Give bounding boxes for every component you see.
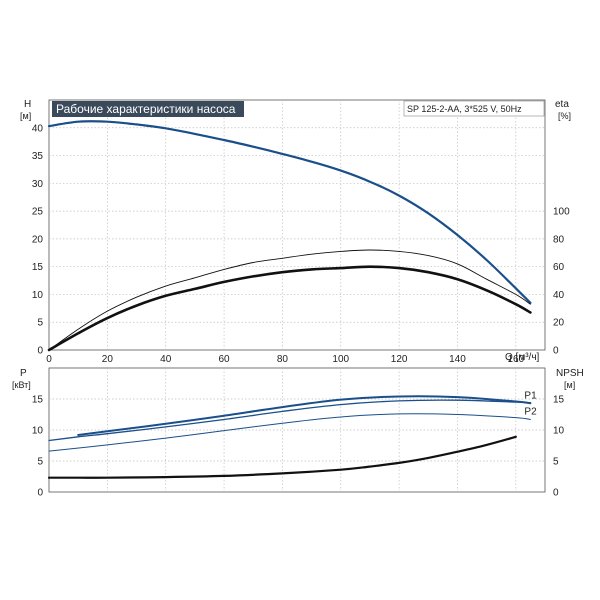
series-line-3: [47, 435, 517, 479]
series-label-p2: P2: [524, 406, 537, 417]
y2-tick-label: 15: [553, 395, 565, 406]
y-axis-label-h: H: [24, 99, 31, 110]
series-line-2: [47, 265, 532, 352]
top-plot-frame: [48, 99, 546, 351]
y-tick-label: 40: [32, 123, 44, 134]
series-line-0: [47, 120, 532, 304]
x-tick-label: 20: [102, 354, 114, 365]
bottom-tick-labels: 0 5 10 15 0 5 10 15: [32, 395, 565, 499]
y2-tick-label: 40: [553, 290, 565, 301]
y-tick-label: 5: [37, 318, 43, 329]
y2-axis-label-npsh: NPSH: [556, 368, 584, 379]
y2-tick-label: 5: [553, 457, 559, 468]
x-axis-label-q: Q [м³/ч]: [505, 352, 540, 363]
y2-tick-label: 20: [553, 318, 565, 329]
series-label-p1: P1: [524, 390, 537, 401]
top-tick-labels: 0 20 40 60 80 100 120 140 160 0 5 10 15 20 25 30 35 40 0 20…: [32, 123, 570, 365]
x-tick-label: 140: [449, 354, 466, 365]
y-tick-label: 15: [32, 262, 44, 273]
y2-tick-label: 60: [553, 262, 565, 273]
y-tick-label: 0: [37, 488, 43, 499]
info-box: [403, 100, 545, 117]
y-axis-unit-h: [м]: [20, 111, 31, 121]
bottom-grid: [49, 368, 545, 492]
x-tick-label: 40: [160, 354, 172, 365]
x-tick-label: 60: [218, 354, 230, 365]
y-tick-label: 10: [32, 290, 44, 301]
series-line-1: [48, 249, 531, 351]
series-line-0: [77, 395, 532, 436]
top-grid: [49, 100, 545, 350]
series-line-1: [48, 399, 532, 442]
x-tick-label: 160: [507, 354, 524, 365]
y2-axis-unit-eta: [%]: [558, 111, 571, 121]
y2-tick-label: 10: [553, 426, 565, 437]
x-tick-label: 0: [46, 354, 52, 365]
x-tick-label: 120: [391, 354, 408, 365]
y2-tick-label: 80: [553, 234, 565, 245]
y-tick-label: 0: [37, 346, 43, 357]
y2-tick-label: 100: [553, 207, 570, 218]
y-tick-label: 20: [32, 234, 44, 245]
y-tick-label: 35: [32, 151, 44, 162]
chart-title: Рабочие характеристики насоса: [56, 102, 236, 116]
y-tick-label: 10: [32, 426, 44, 437]
series-line-2: [48, 413, 531, 452]
y2-tick-label: 0: [553, 346, 559, 357]
pump-info: SP 125-2-AA, 3*525 V, 50Hz: [407, 104, 522, 114]
y-tick-label: 5: [37, 457, 43, 468]
head-efficiency-panel: 0 20 40 60 80 100 120 140 160 0 5 10 15 20 25 30 35 40 0 20…: [20, 99, 571, 365]
y-tick-label: 15: [32, 395, 44, 406]
x-tick-label: 80: [277, 354, 289, 365]
y-axis-unit-p: [кВт]: [12, 380, 31, 390]
x-tick-label: 100: [332, 354, 349, 365]
title-box: [52, 101, 244, 117]
y2-tick-label: 0: [553, 488, 559, 499]
y2-axis-unit-npsh: [м]: [564, 380, 575, 390]
y-tick-label: 25: [32, 207, 44, 218]
y-tick-label: 30: [32, 179, 44, 190]
top-series: [47, 120, 532, 352]
y2-axis-label-eta: eta: [555, 99, 569, 110]
y-axis-label-p: P: [20, 368, 27, 379]
